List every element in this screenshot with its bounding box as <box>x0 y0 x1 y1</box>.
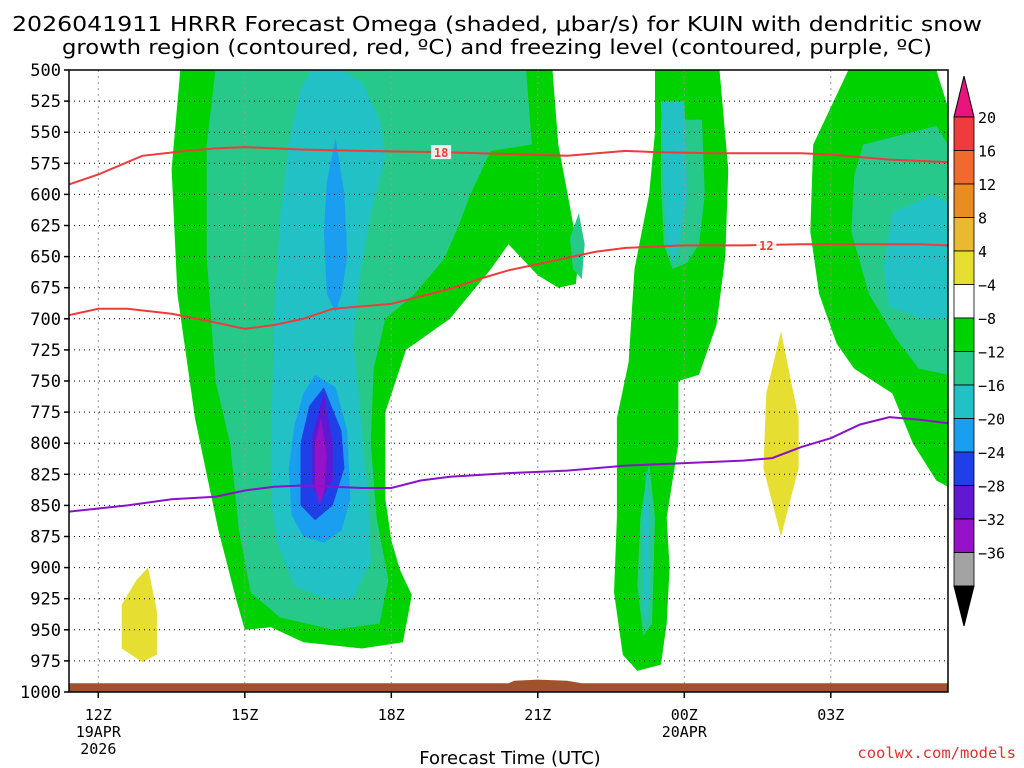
y-tick-label-500: 500 <box>30 61 61 81</box>
y-tick-label-825: 825 <box>30 465 61 485</box>
y-tick-label-750: 750 <box>30 372 61 392</box>
omega-region-2-2 <box>883 194 948 319</box>
y-tick-label-550: 550 <box>30 123 61 143</box>
y-tick-label-525: 525 <box>30 92 61 112</box>
dgz-label-12: 12 <box>759 239 773 253</box>
colorbar-swatch-3 <box>953 217 975 252</box>
y-tick-label-900: 900 <box>30 559 61 579</box>
colorbar-label-12: −32 <box>978 511 1005 529</box>
x-tick-label-18Z: 18Z <box>378 706 405 724</box>
x-tick-year-12Z: 2026 <box>80 740 116 758</box>
y-tick-label-575: 575 <box>30 154 61 174</box>
dgz-contour-18 <box>69 146 948 186</box>
omega-region-6-0 <box>315 418 327 506</box>
y-tick-label-1000: 1000 <box>20 683 61 703</box>
y-tick-label-850: 850 <box>30 496 61 516</box>
dgz-label-18: 18 <box>434 146 448 160</box>
chart-title-line1: 2026041911 HRRR Forecast Omega (shaded, … <box>12 12 982 36</box>
colorbar-swatch-0 <box>953 116 975 151</box>
colorbar-label-0: 20 <box>978 109 996 127</box>
x-tick-date-12Z: 19APR <box>76 723 122 741</box>
colorbar-label-13: −36 <box>978 545 1005 563</box>
axes: 500 525 550 575 600 625 650 675 700 725 750 775 800 8… <box>20 61 949 758</box>
colorbar-label-1: 16 <box>978 143 996 161</box>
colorbar-swatch-8 <box>953 384 975 419</box>
colorbar-swatch-6 <box>953 317 975 352</box>
terrain-surface <box>69 679 948 692</box>
dgz-label-bg-12 <box>756 237 777 252</box>
colorbar-bottom-arrow <box>953 585 975 627</box>
y-tick-label-975: 975 <box>30 652 61 672</box>
y-tick-label-650: 650 <box>30 248 61 268</box>
y-tick-label-950: 950 <box>30 621 61 641</box>
omega-region-3-0 <box>323 138 348 313</box>
omega-region-2-1 <box>660 101 688 263</box>
colorbar-swatch-7 <box>953 351 975 386</box>
colorbar-label-3: 8 <box>978 210 987 228</box>
y-tick-label-725: 725 <box>30 341 61 361</box>
y-tick-label-775: 775 <box>30 403 61 423</box>
colorbar-swatch-2 <box>953 183 975 218</box>
colorbar-swatch-1 <box>953 150 975 185</box>
colorbar-label-8: −16 <box>978 377 1005 395</box>
colorbar-swatch-4 <box>953 250 975 285</box>
y-tick-label-925: 925 <box>30 590 61 610</box>
omega-region-7-0 <box>121 567 157 663</box>
y-tick-label-675: 675 <box>30 279 61 299</box>
colorbar-top-arrow <box>953 75 975 118</box>
dgz-label-bg-18 <box>431 145 452 160</box>
x-tick-label-21Z: 21Z <box>524 706 551 724</box>
colorbar-swatch-10 <box>953 451 975 486</box>
colorbar-label-6: −8 <box>978 310 996 328</box>
colorbar-label-7: −12 <box>978 344 1005 362</box>
omega-region-1-3 <box>570 213 585 279</box>
colorbar-swatch-13 <box>953 552 975 587</box>
x-tick-label-12Z: 12Z <box>85 706 112 724</box>
chart-title-line2: growth region (contoured, red, ºC) and f… <box>62 35 932 59</box>
x-tick-date-00Z: 20APR <box>662 723 708 741</box>
colorbar-label-2: 12 <box>978 176 996 194</box>
colorbar-label-4: 4 <box>978 243 987 261</box>
y-tick-label-875: 875 <box>30 528 61 548</box>
colorbar: 20 16 12 8 4 −4 −8 −12 −16 −20 −24 −28 −32 −36 <box>953 75 1005 627</box>
omega-region-2-3 <box>643 468 650 624</box>
y-tick-label-700: 700 <box>30 310 61 330</box>
colorbar-swatch-11 <box>953 485 975 520</box>
y-tick-label-600: 600 <box>30 185 61 205</box>
credit-text: coolwx.com/models <box>857 744 1016 762</box>
y-tick-label-800: 800 <box>30 434 61 454</box>
colorbar-label-9: −20 <box>978 411 1005 429</box>
x-tick-label-15Z: 15Z <box>231 706 258 724</box>
dgz-contour-12 <box>69 243 948 330</box>
x-axis-title: Forecast Time (UTC) <box>419 748 600 768</box>
colorbar-label-5: −4 <box>978 277 996 295</box>
colorbar-swatch-12 <box>953 518 975 553</box>
omega-region-7-1 <box>763 331 799 537</box>
colorbar-label-10: −24 <box>978 444 1005 462</box>
x-tick-label-00Z: 00Z <box>671 706 698 724</box>
x-tick-label-03Z: 03Z <box>817 706 844 724</box>
freezing-level-line <box>69 416 948 513</box>
colorbar-swatch-5 <box>953 284 975 319</box>
colorbar-swatch-9 <box>953 418 975 453</box>
colorbar-label-11: −28 <box>978 478 1005 496</box>
y-tick-label-625: 625 <box>30 217 61 237</box>
